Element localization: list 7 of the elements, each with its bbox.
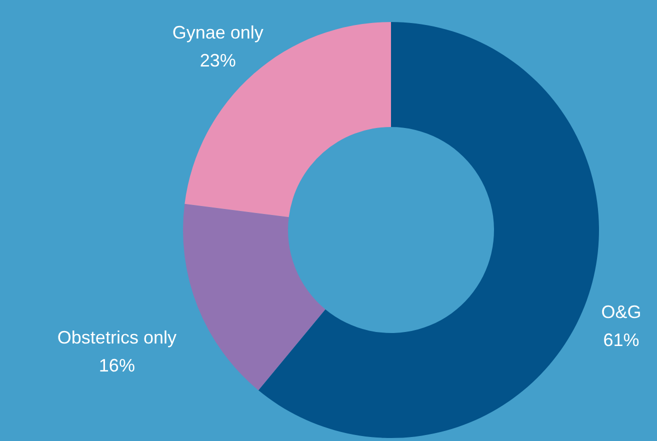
slice-label: Gynae only	[172, 22, 264, 43]
slice-label: O&G	[601, 302, 642, 322]
slice-label: Obstetrics only	[57, 328, 176, 348]
data-label: 23%	[200, 50, 236, 71]
donut-slice	[183, 204, 326, 390]
data-label: 16%	[98, 356, 135, 376]
data-label: 61%	[603, 330, 640, 350]
